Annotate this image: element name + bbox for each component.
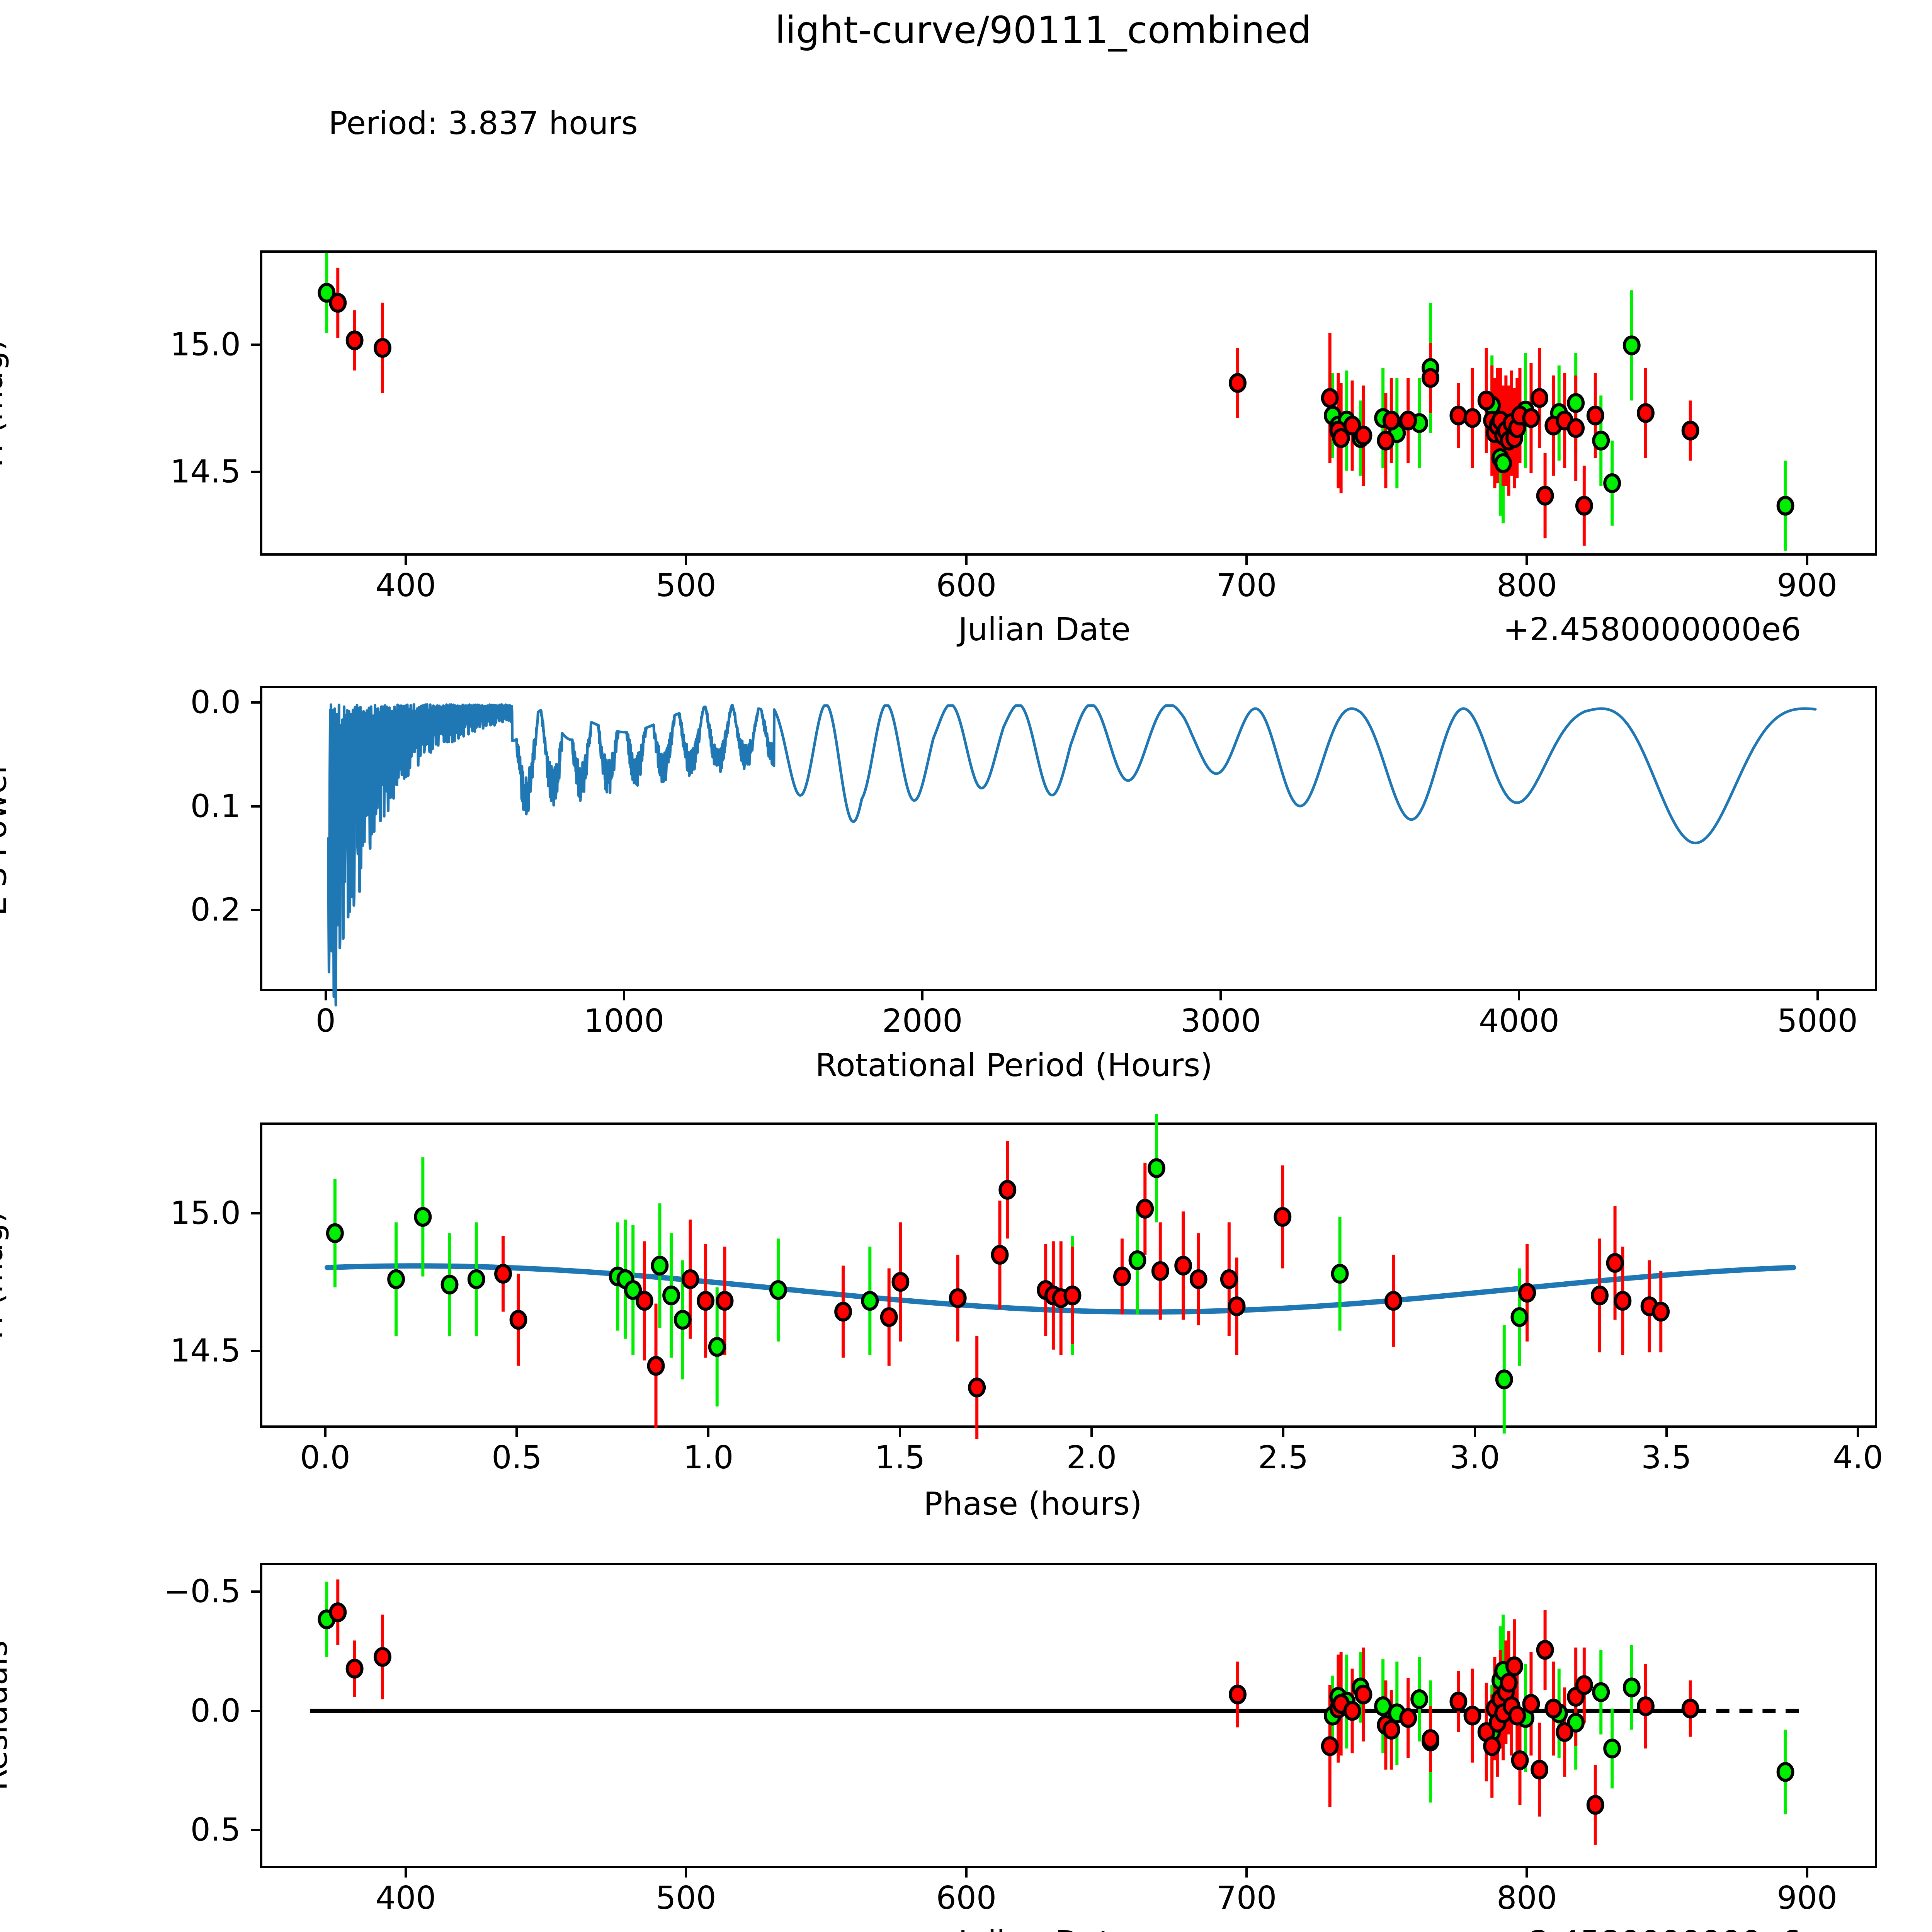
- panel-periodogram-xlabel: Rotational Period (Hours): [815, 1047, 1213, 1084]
- x-tick-mark: [1282, 1428, 1284, 1437]
- x-tick-label: 1.0: [683, 1439, 734, 1476]
- panel-residuals: [260, 1563, 1877, 1868]
- x-tick-mark: [405, 556, 407, 565]
- errorbar-group-green: [325, 252, 1787, 551]
- y-tick-mark: [251, 909, 260, 912]
- panel-periodogram-ylabel: L-S Power: [0, 761, 14, 916]
- x-tick-label: 0.0: [300, 1439, 350, 1476]
- panel-phase-folded: [260, 1114, 1877, 1439]
- x-tick-mark: [1806, 1868, 1808, 1878]
- x-tick-mark: [1219, 991, 1222, 1000]
- y-tick-mark: [251, 343, 260, 346]
- y-tick-mark: [251, 1590, 260, 1593]
- x-tick-mark: [1473, 1428, 1476, 1437]
- panel-residuals-ylabel: Residuals: [0, 1640, 15, 1791]
- x-tick-mark: [685, 1868, 687, 1878]
- panel-lightcurve-ylabel: H (mag): [0, 338, 10, 468]
- x-tick-label: 400: [375, 567, 436, 604]
- x-tick-label: 0: [315, 1003, 336, 1039]
- y-tick-mark: [251, 701, 260, 704]
- x-tick-mark: [1526, 1868, 1528, 1878]
- y-tick-label: 0.5: [190, 1811, 241, 1849]
- periodogram-line: [327, 703, 1817, 1007]
- panel-periodogram: [260, 686, 1877, 1007]
- figure-title: light-curve/90111_combined: [775, 9, 1312, 52]
- y-tick-label: −0.5: [163, 1573, 241, 1610]
- x-tick-label: 900: [1777, 567, 1837, 604]
- y-tick-label: 15.0: [170, 326, 241, 363]
- panel-phase-xlabel: Phase (hours): [923, 1486, 1142, 1522]
- panel-lightcurve: [260, 250, 1877, 556]
- marker-group-red: [494, 1180, 1670, 1398]
- x-tick-mark: [1526, 556, 1528, 565]
- x-tick-mark: [324, 1428, 327, 1437]
- y-tick-label: 14.5: [170, 1332, 241, 1369]
- x-tick-label: 2000: [882, 1003, 963, 1039]
- x-tick-label: 500: [656, 1880, 716, 1917]
- x-tick-label: 1.5: [874, 1439, 925, 1476]
- y-tick-mark: [251, 1212, 260, 1214]
- panel-lightcurve-offset: +2.4580000000e6: [1503, 611, 1801, 648]
- x-tick-label: 400: [375, 1880, 436, 1917]
- x-tick-label: 3000: [1180, 1003, 1261, 1039]
- x-tick-mark: [685, 556, 687, 565]
- y-tick-label: 0.1: [190, 788, 241, 825]
- y-tick-label: 0.2: [190, 891, 241, 929]
- panel-residuals-offset: +2.4580000000e6: [1503, 1924, 1801, 1932]
- x-tick-mark: [623, 991, 625, 1000]
- x-tick-label: 500: [656, 567, 716, 604]
- marker-group-red: [329, 1602, 1699, 1815]
- x-tick-mark: [1857, 1428, 1859, 1437]
- x-tick-mark: [1816, 991, 1819, 1000]
- x-tick-label: 0.5: [492, 1439, 542, 1476]
- x-tick-label: 4.0: [1833, 1439, 1883, 1476]
- x-tick-label: 600: [936, 567, 997, 604]
- x-tick-mark: [324, 991, 327, 1000]
- x-tick-mark: [1806, 556, 1808, 565]
- x-tick-label: 1000: [583, 1003, 665, 1039]
- x-tick-mark: [1518, 991, 1520, 1000]
- panel-phase-ylabel: H (mag): [0, 1211, 10, 1340]
- x-tick-label: 2.5: [1258, 1439, 1309, 1476]
- x-tick-label: 2.0: [1066, 1439, 1117, 1476]
- y-tick-mark: [251, 470, 260, 473]
- y-tick-mark: [251, 1829, 260, 1832]
- y-tick-label: 0.0: [190, 684, 241, 721]
- marker-group-green: [326, 1158, 1529, 1389]
- x-tick-label: 3.5: [1641, 1439, 1692, 1476]
- y-tick-mark: [251, 1709, 260, 1712]
- x-tick-mark: [707, 1428, 710, 1437]
- y-tick-mark: [251, 1349, 260, 1352]
- errorbar-group-green: [325, 1582, 1787, 1815]
- period-annotation: Period: 3.837 hours: [328, 105, 638, 142]
- x-tick-mark: [1245, 1868, 1248, 1878]
- x-tick-label: 5000: [1777, 1003, 1858, 1039]
- x-tick-mark: [515, 1428, 518, 1437]
- x-tick-label: 900: [1777, 1880, 1837, 1917]
- y-tick-mark: [251, 805, 260, 808]
- x-tick-mark: [1665, 1428, 1668, 1437]
- x-tick-label: 3.0: [1449, 1439, 1500, 1476]
- y-tick-label: 0.0: [190, 1692, 241, 1730]
- x-tick-label: 600: [936, 1880, 997, 1917]
- x-tick-mark: [921, 991, 924, 1000]
- x-tick-label: 700: [1216, 1880, 1277, 1917]
- panel-residuals-xlabel: Julian Date: [958, 1924, 1131, 1932]
- x-tick-mark: [965, 556, 968, 565]
- x-tick-label: 4000: [1479, 1003, 1560, 1039]
- marker-group-red: [329, 293, 1699, 516]
- marker-group-green: [318, 283, 1794, 516]
- y-tick-label: 15.0: [170, 1195, 241, 1232]
- x-tick-mark: [899, 1428, 901, 1437]
- x-tick-mark: [965, 1868, 968, 1878]
- x-tick-label: 800: [1497, 567, 1557, 604]
- panel-lightcurve-xlabel: Julian Date: [958, 611, 1131, 648]
- y-tick-label: 14.5: [170, 453, 241, 490]
- x-tick-mark: [405, 1868, 407, 1878]
- x-tick-mark: [1245, 556, 1248, 565]
- x-tick-label: 800: [1497, 1880, 1557, 1917]
- x-tick-label: 700: [1216, 567, 1277, 604]
- x-tick-mark: [1090, 1428, 1093, 1437]
